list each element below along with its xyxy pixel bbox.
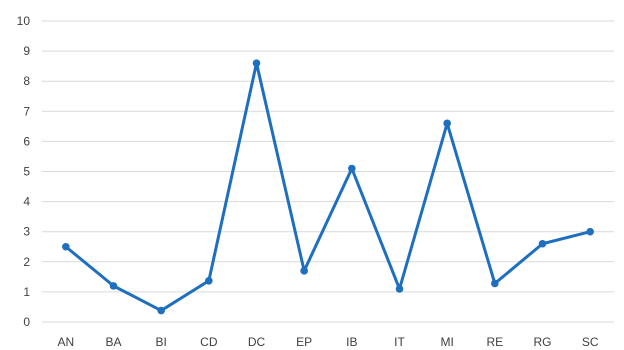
x-tick-label: IB <box>346 335 357 349</box>
x-tick-label: EP <box>296 335 312 349</box>
data-point-ib <box>348 164 356 173</box>
y-tick-label: 8 <box>23 74 30 88</box>
x-tick-label: SC <box>582 335 599 349</box>
series-layer <box>62 59 594 315</box>
data-point-mi <box>443 119 451 128</box>
y-tick-label: 2 <box>23 255 30 269</box>
y-tick-label: 4 <box>23 195 30 209</box>
x-tick-label: BA <box>105 335 121 349</box>
x-tick-label: RG <box>534 335 552 349</box>
y-tick-label: 6 <box>23 134 30 148</box>
y-tick-label: 9 <box>23 44 30 58</box>
data-point-ba <box>109 282 118 290</box>
x-tick-label: RE <box>486 335 503 349</box>
gridlines <box>42 20 614 323</box>
data-point-ep <box>300 267 308 275</box>
x-tick-label: MI <box>440 335 453 349</box>
y-tick-label: 10 <box>17 14 31 28</box>
data-point-cd <box>205 276 213 285</box>
x-tick-label: AN <box>57 335 74 349</box>
y-tick-label: 0 <box>23 315 30 329</box>
series-line <box>64 61 591 313</box>
data-point-bi <box>157 306 165 315</box>
x-tick-label: DC <box>248 335 266 349</box>
y-axis-tick-labels: 0 1 2 3 4 5 6 7 8 9 10 <box>17 14 31 329</box>
data-point-re <box>491 279 499 288</box>
data-point-sc <box>586 227 594 236</box>
y-tick-label: 5 <box>23 165 30 179</box>
y-tick-label: 7 <box>23 104 30 118</box>
y-tick-label: 1 <box>23 285 30 299</box>
y-tick-label: 3 <box>23 225 30 239</box>
x-axis-tick-labels: AN BA BI CD DC EP IB IT MI RE RG SC <box>57 335 598 349</box>
x-tick-label: BI <box>155 335 166 349</box>
data-point-an <box>62 242 70 251</box>
x-tick-label: CD <box>200 335 218 349</box>
data-point-dc <box>252 59 261 67</box>
x-tick-label: IT <box>394 335 405 349</box>
data-point-it <box>395 285 404 293</box>
data-point-rg <box>538 239 547 248</box>
